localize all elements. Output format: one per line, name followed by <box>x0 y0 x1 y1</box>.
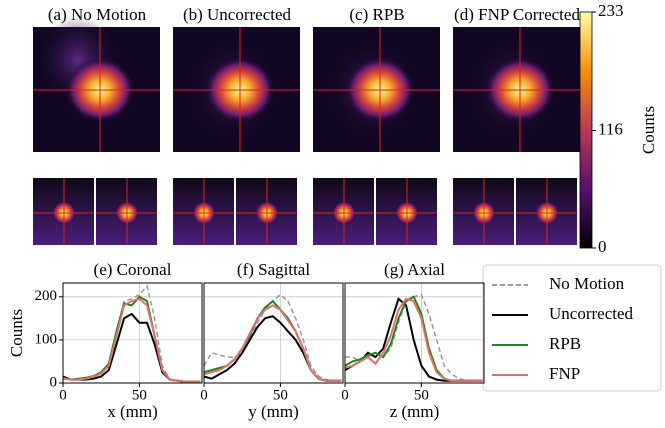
panel-title: (d) FNP Corrected <box>454 5 580 24</box>
panel-title: (b) Uncorrected <box>183 5 292 24</box>
series-line <box>62 297 201 383</box>
y-tick-label: 100 <box>35 331 58 347</box>
series-line <box>62 312 201 383</box>
chart-title: (f) Sagittal <box>237 260 310 279</box>
panel-title: (c) RPB <box>349 5 404 24</box>
series-line <box>203 299 342 382</box>
legend-label: No Motion <box>549 274 625 293</box>
x-axis-label: y (mm) <box>248 402 299 421</box>
legend-label: Uncorrected <box>549 304 634 323</box>
y-tick-label: 0 <box>50 374 58 390</box>
series-line <box>203 315 342 382</box>
legend <box>482 264 662 392</box>
y-tick-label: 200 <box>35 288 58 304</box>
series-line <box>344 297 483 382</box>
colorbar-tick-label: 0 <box>598 237 607 256</box>
colorbar-label: Counts <box>639 106 658 154</box>
x-tick-label: 50 <box>414 387 429 403</box>
colorbar-tick-label: 233 <box>598 1 624 20</box>
x-axis-label: z (mm) <box>390 402 440 421</box>
x-tick-label: 50 <box>132 387 147 403</box>
chart-title: (e) Coronal <box>94 260 172 279</box>
legend-label: FNP <box>549 364 580 383</box>
y-axis-label: Counts <box>7 309 26 357</box>
legend-label: RPB <box>549 334 581 353</box>
series-line <box>203 304 342 382</box>
x-tick-label: 0 <box>59 387 67 403</box>
x-axis-label: x (mm) <box>107 402 158 421</box>
plot-frame <box>62 282 203 384</box>
x-tick-label: 0 <box>200 387 208 403</box>
colorbar-tick-label: 116 <box>598 119 623 138</box>
series-line <box>62 295 201 383</box>
plot-frame <box>203 282 344 384</box>
chart-title: (g) Axial <box>384 260 445 279</box>
colorbar <box>579 11 593 249</box>
plot-frame <box>344 282 485 384</box>
x-tick-label: 0 <box>341 387 349 403</box>
x-tick-label: 50 <box>273 387 288 403</box>
